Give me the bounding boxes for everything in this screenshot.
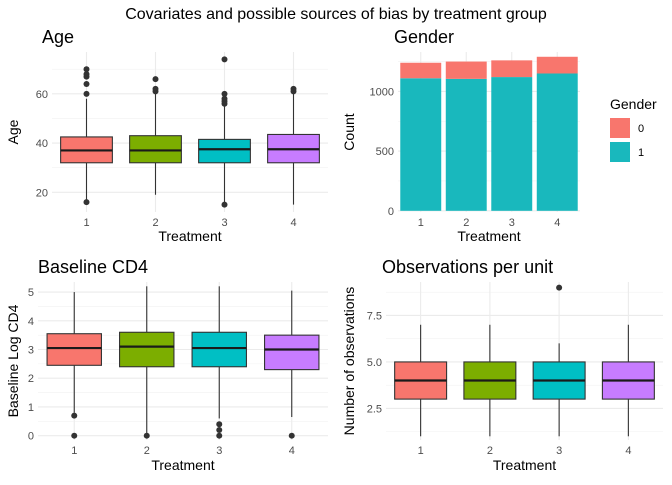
legend-title: Gender xyxy=(610,96,657,112)
box-3 xyxy=(191,331,247,368)
legend-swatch xyxy=(610,142,630,162)
outlier-point xyxy=(83,81,90,87)
y-tick-label: 1000 xyxy=(370,86,394,98)
y-tick-label: 1 xyxy=(28,402,34,414)
outlier-point xyxy=(221,56,228,63)
outlier-point xyxy=(221,90,228,97)
outlier-point xyxy=(71,432,78,439)
outlier-point xyxy=(216,426,223,433)
outlier-point xyxy=(143,432,150,439)
bar-gender-1 xyxy=(491,77,533,211)
x-tick-label: 4 xyxy=(554,217,560,229)
y-tick-label: 40 xyxy=(36,138,48,150)
y-tick-label: 5 xyxy=(28,287,34,299)
outlier-point xyxy=(83,90,90,97)
bar-gender-0 xyxy=(445,61,487,79)
x-tick-label: 2 xyxy=(487,445,493,457)
y-tick-label: 60 xyxy=(36,89,48,101)
outlier-point xyxy=(221,201,228,208)
figure-title: Covariates and possible sources of bias … xyxy=(125,6,547,23)
bar-gender-0 xyxy=(400,62,442,79)
y-axis-label: Age xyxy=(5,119,21,144)
y-axis-label: Baseline Log CD4 xyxy=(5,304,21,417)
outlier-point xyxy=(556,284,563,291)
outlier-point xyxy=(83,199,90,206)
y-axis-label: Number of observations xyxy=(341,287,357,436)
panel-age: 20 40 60 1 2 3 4 Age Treatment Age xyxy=(5,27,328,244)
box-4 xyxy=(264,334,320,371)
x-tick-label: 2 xyxy=(144,445,150,457)
outlier-point xyxy=(221,95,228,102)
panel-title: Baseline CD4 xyxy=(38,257,148,277)
outlier-point xyxy=(290,85,297,92)
bar-gender-0 xyxy=(491,60,533,78)
bar-gender-1 xyxy=(536,73,578,211)
bar-gender-1 xyxy=(400,78,442,211)
panel-gender: 0 500 1000 1 2 3 4 Gender Treatment Count Gender 0 1 xyxy=(341,27,657,244)
x-axis-label: Treatment xyxy=(493,457,556,473)
x-tick-label: 3 xyxy=(216,445,222,457)
x-tick-label: 4 xyxy=(290,217,296,229)
outlier-point xyxy=(216,421,223,428)
outlier-point xyxy=(71,412,78,419)
x-tick-label: 3 xyxy=(221,217,227,229)
outlier-point xyxy=(216,432,223,439)
legend: Gender 0 1 xyxy=(610,96,657,162)
box-2 xyxy=(119,331,175,368)
outlier-point xyxy=(83,71,90,78)
panel-title: Observations per unit xyxy=(382,257,553,277)
y-tick-label: 2.5 xyxy=(367,403,382,415)
x-tick-label: 2 xyxy=(152,217,158,229)
x-tick-label: 1 xyxy=(71,445,77,457)
outlier-point xyxy=(288,432,295,439)
x-tick-label: 2 xyxy=(463,217,469,229)
y-tick-label: 3 xyxy=(28,345,34,357)
bar-gender-0 xyxy=(536,56,578,74)
outlier-point xyxy=(152,85,159,92)
panel-obs: 2.5 5.0 7.5 1 2 3 4 Observations per unit Treatm… xyxy=(341,257,663,473)
legend-entry: 1 xyxy=(638,147,644,159)
outlier-point xyxy=(152,76,159,83)
y-tick-label: 2 xyxy=(28,373,34,385)
x-axis-label: Treatment xyxy=(457,228,520,244)
x-tick-label: 1 xyxy=(418,217,424,229)
y-tick-label: 500 xyxy=(376,146,394,158)
x-axis-label: Treatment xyxy=(158,228,221,244)
x-tick-label: 3 xyxy=(509,217,515,229)
x-axis-label: Treatment xyxy=(151,457,214,473)
x-tick-label: 3 xyxy=(556,445,562,457)
y-axis-label: Count xyxy=(341,113,357,150)
y-tick-label: 0 xyxy=(388,206,394,218)
outlier-point xyxy=(83,66,90,73)
y-tick-label: 0 xyxy=(28,431,34,443)
legend-swatch xyxy=(610,118,630,138)
x-tick-label: 4 xyxy=(625,445,631,457)
box-1 xyxy=(46,333,102,366)
panel-title: Gender xyxy=(394,27,454,47)
y-tick-label: 7.5 xyxy=(367,310,382,322)
box-3 xyxy=(198,138,251,164)
box-2 xyxy=(129,135,182,164)
panel-title: Age xyxy=(42,27,74,47)
bar-gender-1 xyxy=(445,78,487,211)
panel-cd4: 0 1 2 3 4 5 1 2 3 4 Baseline CD4 Treatment Baseline … xyxy=(5,257,328,473)
x-tick-label: 1 xyxy=(418,445,424,457)
y-tick-label: 5.0 xyxy=(367,357,382,369)
x-tick-label: 1 xyxy=(83,217,89,229)
legend-entry: 0 xyxy=(638,123,644,135)
y-tick-label: 20 xyxy=(36,187,48,199)
x-tick-label: 4 xyxy=(289,445,295,457)
y-tick-label: 4 xyxy=(28,316,34,328)
